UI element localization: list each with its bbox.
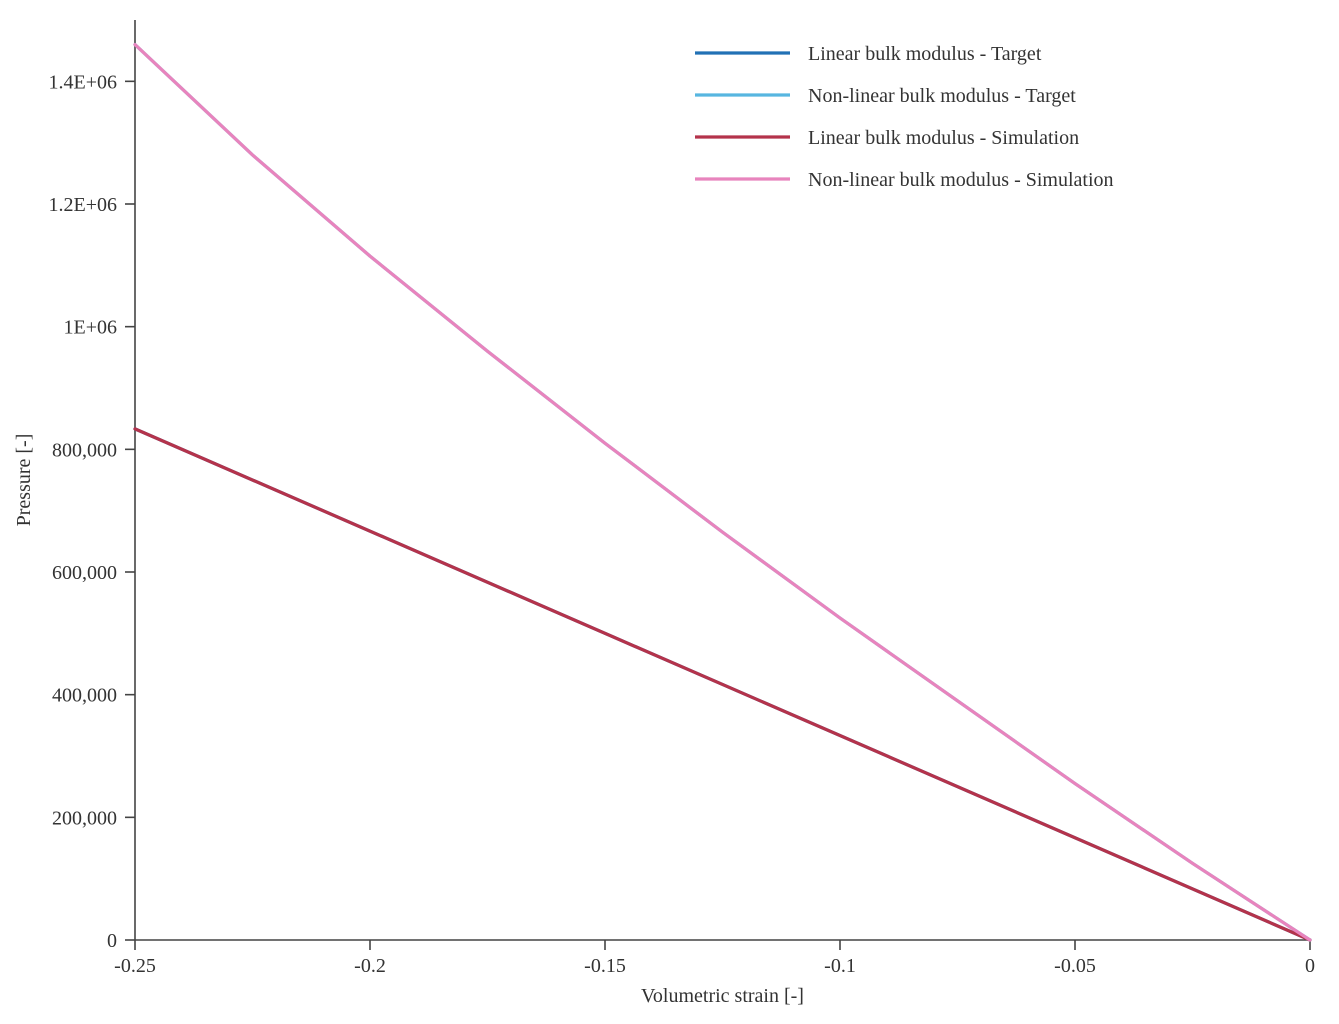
x-tick-label: -0.2: [354, 955, 386, 977]
legend-label: Linear bulk modulus - Target: [808, 43, 1042, 65]
y-tick-label: 600,000: [52, 562, 117, 584]
x-tick-label: 0: [1305, 955, 1315, 977]
x-tick-label: -0.05: [1054, 955, 1096, 977]
x-tick-label: -0.15: [584, 955, 626, 977]
y-axis-label: Pressure [-]: [13, 434, 35, 527]
y-tick-label: 800,000: [52, 439, 117, 461]
y-tick-label: 200,000: [52, 807, 117, 829]
x-tick-label: -0.1: [824, 955, 856, 977]
y-tick-label: 1.4E+06: [49, 71, 118, 93]
legend-label: Non-linear bulk modulus - Target: [808, 85, 1076, 107]
x-tick-label: -0.25: [114, 955, 156, 977]
legend-label: Linear bulk modulus - Simulation: [808, 127, 1079, 149]
legend-label: Non-linear bulk modulus - Simulation: [808, 169, 1114, 191]
y-tick-label: 1E+06: [64, 317, 118, 339]
legend: Linear bulk modulus - Target Non-linear b…: [695, 43, 1114, 191]
y-tick-label: 400,000: [52, 685, 117, 707]
series-linear_sim: [135, 429, 1310, 940]
chart-container: -0.25 -0.2 -0.15 -0.1 -0.05 0 0 200,000 400,000 6…: [0, 0, 1339, 1024]
x-axis-label: Volumetric strain [-]: [641, 985, 804, 1007]
y-tick-label: 0: [107, 930, 117, 952]
y-tick-label: 1.2E+06: [49, 194, 118, 216]
pressure-vs-strain-chart: -0.25 -0.2 -0.15 -0.1 -0.05 0 0 200,000 400,000 6…: [0, 0, 1339, 1024]
